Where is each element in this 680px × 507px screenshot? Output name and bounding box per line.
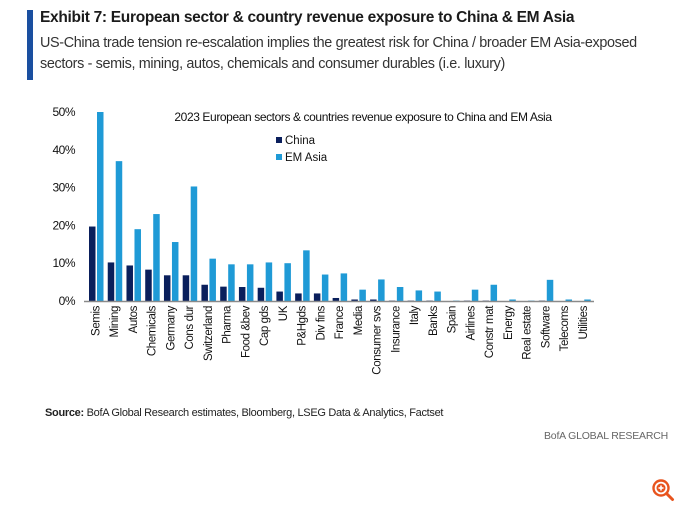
y-tick-label: 20%: [52, 218, 75, 232]
bar-em-asia: [565, 299, 573, 301]
bar-em-asia: [265, 262, 273, 301]
bar-china: [107, 262, 115, 301]
x-tick-label: Telecoms: [559, 305, 571, 351]
legend-label-china: China: [285, 135, 316, 147]
zoom-in-button[interactable]: [651, 478, 675, 502]
bar-china: [370, 299, 377, 301]
x-tick-label: Constr mat: [484, 305, 496, 358]
bar-em-asia: [359, 289, 366, 301]
x-tick-label: Italy: [409, 305, 421, 325]
bar-china: [238, 287, 246, 301]
bar-em-asia: [190, 186, 198, 301]
x-tick-label: Food &bev: [240, 305, 252, 358]
x-tick-label: Software: [540, 306, 552, 348]
x-tick-label: UK: [278, 305, 290, 321]
bar-china: [89, 226, 96, 301]
bar-em-asia: [490, 284, 498, 301]
bar-em-asia: [509, 299, 516, 301]
zoom-in-icon: [652, 479, 674, 501]
x-tick-label: Cons dur: [184, 305, 196, 349]
source-label: Source:: [45, 407, 84, 419]
bar-china: [201, 284, 208, 301]
bar-em-asia: [303, 250, 310, 301]
bar-em-asia: [153, 214, 160, 301]
bar-china: [295, 293, 302, 301]
x-tick-label: Banks: [428, 305, 440, 336]
legend-swatch-china: [276, 137, 282, 143]
x-tick-label: Utilities: [578, 305, 590, 339]
bar-em-asia: [228, 264, 235, 301]
exhibit-title: Exhibit 7: European sector & country rev…: [40, 9, 575, 26]
bar-china: [332, 297, 340, 301]
y-tick-label: 50%: [52, 105, 75, 119]
x-tick-label: Consumer svs: [372, 305, 384, 374]
x-tick-label: Mining: [109, 306, 121, 337]
bar-em-asia: [415, 290, 423, 301]
legend-swatch-em-asia: [276, 154, 282, 160]
x-tick-label: Cap gds: [259, 305, 271, 346]
x-tick-label: Airlines: [465, 305, 477, 340]
bar-em-asia: [340, 273, 348, 301]
bar-china: [145, 269, 152, 301]
bar-em-asia: [396, 287, 404, 301]
bar-em-asia: [546, 279, 554, 301]
x-tick-label: Spain: [447, 306, 459, 333]
bar-china: [163, 275, 171, 301]
source-note: Source: BofA Global Research estimates, …: [45, 407, 443, 419]
source-text: BofA Global Research estimates, Bloomber…: [83, 407, 444, 419]
exhibit-subtitle: US-China trade tension re-escalation imp…: [40, 35, 637, 72]
brand-label: BofA GLOBAL RESEARCH: [544, 430, 668, 442]
y-tick-label: 30%: [52, 181, 75, 195]
bar-em-asia: [134, 229, 141, 301]
bar-china: [257, 287, 265, 301]
title-accent-bar: [27, 10, 33, 80]
bar-china: [220, 286, 227, 301]
bar-em-asia: [171, 242, 179, 301]
x-tick-label: P&Hgds: [297, 305, 309, 345]
x-tick-label: Chemicals: [147, 305, 159, 356]
x-tick-label: Energy: [503, 305, 515, 340]
y-tick-label: 40%: [52, 143, 75, 157]
bar-em-asia: [584, 299, 591, 301]
legend: China EM Asia: [276, 135, 328, 164]
x-tick-label: Real estate: [522, 306, 534, 360]
x-tick-label: Switzerland: [203, 306, 215, 361]
bar-china: [351, 299, 358, 301]
y-tick-label: 10%: [52, 256, 75, 270]
bar-china: [313, 293, 321, 301]
legend-label-em-asia: EM Asia: [285, 152, 328, 164]
x-tick-label: Pharma: [222, 305, 234, 344]
bar-em-asia: [321, 274, 329, 301]
bar-em-asia: [209, 258, 216, 301]
x-tick-label: Div fins: [315, 305, 327, 340]
bar-em-asia: [115, 161, 123, 301]
bar-china: [182, 275, 190, 301]
y-tick-label: 0%: [59, 294, 76, 308]
bar-china: [276, 291, 283, 301]
bar-em-asia: [284, 263, 291, 301]
x-tick-label: Germany: [165, 305, 177, 350]
x-tick-label: Media: [353, 305, 365, 335]
y-axis: 0% 10% 20% 30% 40% 50%: [52, 105, 76, 308]
bar-em-asia: [246, 264, 254, 301]
chart-title: 2023 European sectors & countries revenu…: [174, 110, 552, 124]
bar-em-asia: [434, 291, 441, 301]
bar-em-asia: [378, 279, 385, 301]
bars: [89, 112, 591, 301]
x-tick-label: Autos: [128, 305, 140, 333]
x-axis-labels: Semis Mining Autos Chemicals Germany Cons dur…: [91, 305, 590, 375]
bar-chart: 2023 European sectors & countries revenu…: [52, 105, 594, 375]
bar-em-asia: [471, 289, 479, 301]
x-tick-label: Semis: [91, 305, 103, 336]
x-tick-label: France: [334, 306, 346, 339]
bar-china: [126, 265, 133, 301]
bar-em-asia: [97, 112, 104, 301]
x-tick-label: Insurance: [390, 306, 402, 353]
